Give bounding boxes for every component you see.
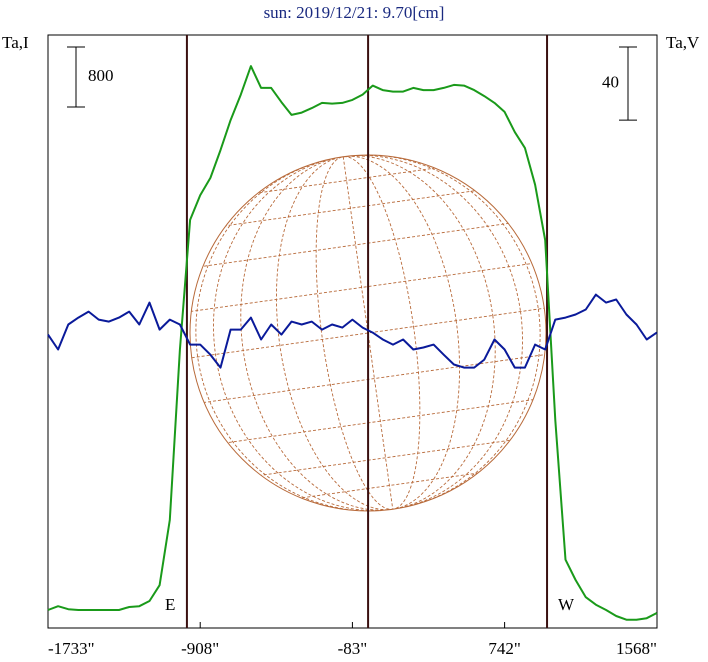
x-tick-label: 742" bbox=[488, 639, 520, 658]
x-tick-label: -1733" bbox=[48, 639, 95, 658]
y-axis-label: Ta,I bbox=[2, 33, 29, 52]
plot-frame bbox=[47, 34, 658, 629]
x-tick-label: -83" bbox=[338, 639, 368, 658]
east-label: E bbox=[165, 595, 175, 614]
series-line bbox=[47, 293, 658, 369]
i-scale-bar-label: 800 bbox=[88, 66, 114, 85]
y2-axis-label: Ta,V bbox=[666, 33, 700, 52]
west-label: W bbox=[558, 595, 575, 614]
v-scale-bar-label: 40 bbox=[602, 72, 619, 91]
x-tick-label: 1568" bbox=[616, 639, 657, 658]
series-line bbox=[47, 65, 658, 621]
chart-title: sun: 2019/12/21: 9.70[cm] bbox=[264, 3, 445, 22]
x-tick-label: -908" bbox=[181, 639, 219, 658]
